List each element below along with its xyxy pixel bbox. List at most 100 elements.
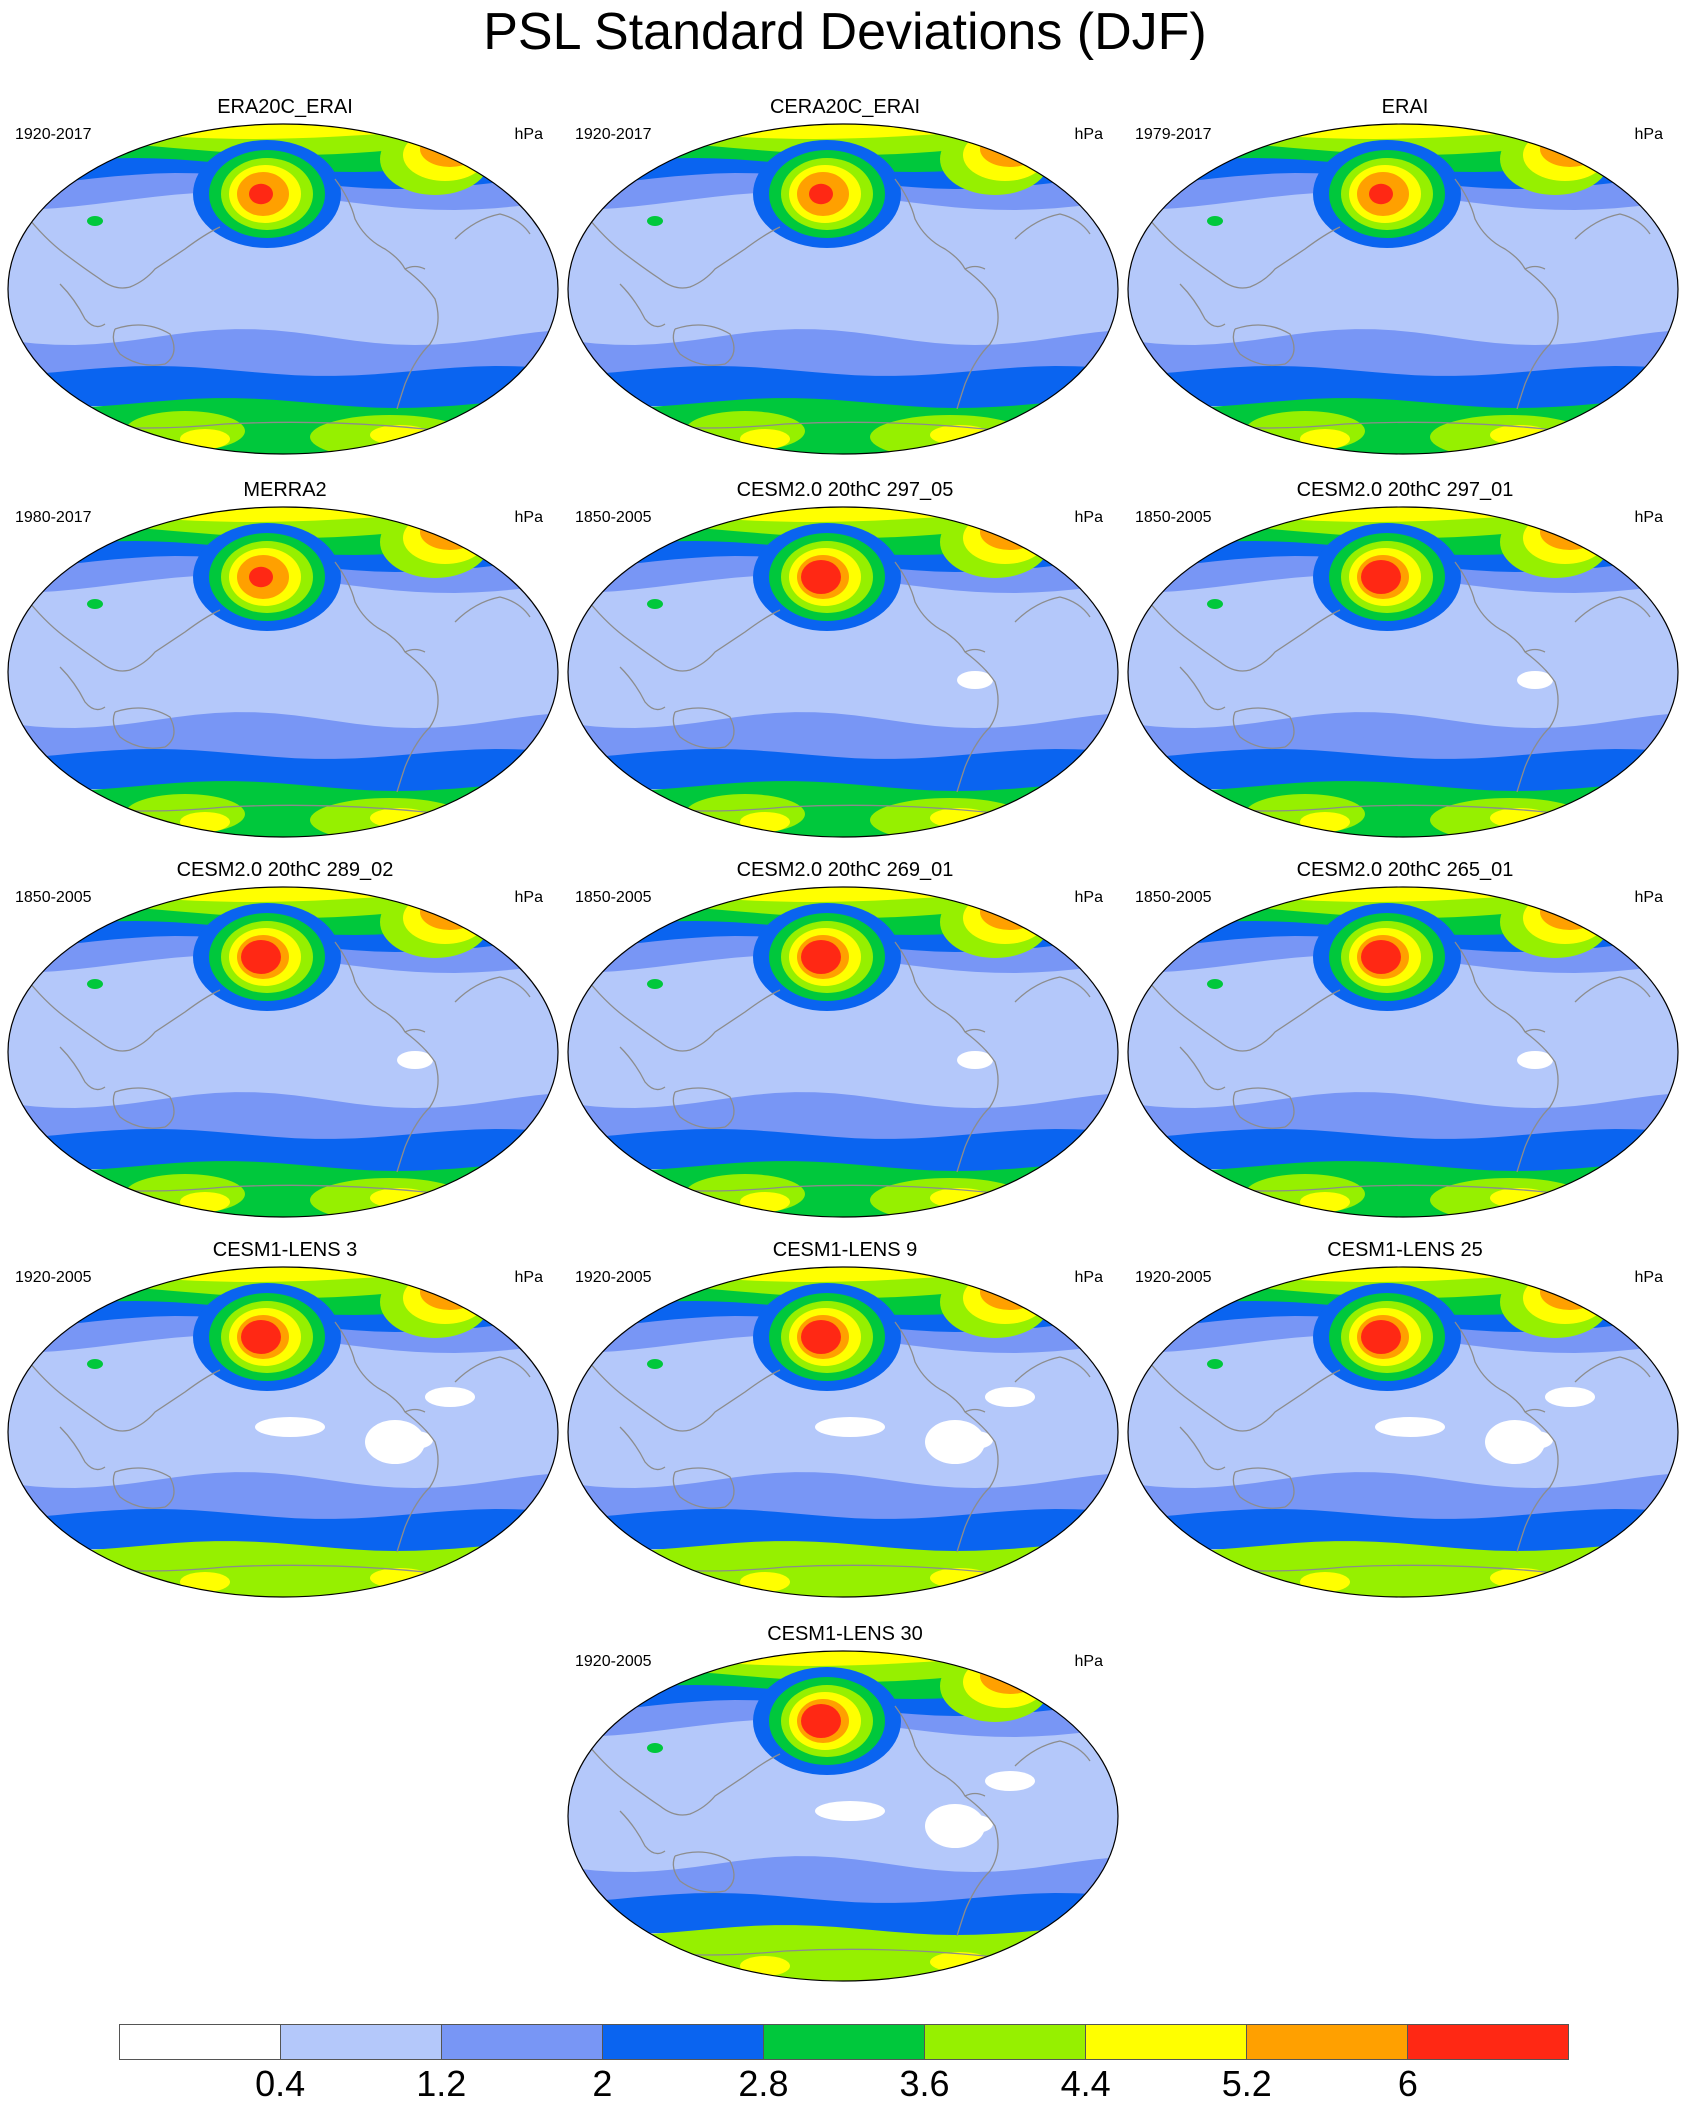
panel-title: CERA20C_ERAI [769,96,921,118]
coastline [334,178,439,410]
coastline [334,1321,439,1553]
tropical-minimum [957,671,993,689]
coastline [454,213,531,240]
contour-fill [8,887,558,1217]
panel-period: 1980-2017 [15,509,92,526]
coastline [454,976,531,1003]
northern-band-yellow [568,1267,1118,1282]
coastline [112,1467,175,1509]
coastline [894,178,999,410]
antarctic-band [568,1541,1118,1597]
coastline [1014,1356,1091,1383]
coastline [1454,1321,1559,1553]
antarctic-core [740,1572,790,1592]
tibet-spot [87,979,103,989]
map-plot [1127,886,1679,1218]
map-border [1127,123,1679,455]
aleutian-red [249,566,273,588]
tibet-spot [87,599,103,609]
coastline [112,1087,175,1129]
map-panel: CESM1-LENS 3 1920-2005 hPa [5,1238,565,1608]
north-west-core [568,507,705,538]
coastline [1524,1028,1546,1033]
colorbar-box [1247,2025,1408,2059]
coastline [619,1426,666,1471]
panel-period: 1850-2005 [575,889,652,906]
colorbar-label: 2 [592,2063,613,2104]
map-plot [7,506,559,838]
coastline [454,596,531,623]
contour-fill [8,124,558,454]
antarctic-band [1128,781,1678,837]
contour-fill [568,507,1118,837]
panel-title: CESM2.0 20thC 269_01 [736,859,954,881]
panel-period: 1850-2005 [1135,509,1212,526]
north-west-core [1128,124,1265,155]
coastline [1454,178,1559,410]
north-west-peak [1140,887,1250,904]
aleutian-red [1361,1320,1401,1354]
north-west-core [568,1267,705,1298]
antarctic-core [740,429,790,449]
north-west-core [568,887,705,918]
antarctic-band [8,1541,558,1597]
panel-title: CESM1-LENS 9 [772,1239,918,1261]
panel-units: hPa [1634,889,1663,906]
panel-units: hPa [1634,1269,1663,1286]
antarctic-band [568,398,1118,454]
coastline [404,1408,426,1413]
map-plot [7,123,559,455]
aleutian-red [801,1704,841,1738]
coastline [1014,976,1091,1003]
colorbar-label: 1.2 [416,2063,467,2104]
antarctic-band [1128,1541,1678,1597]
antarctic-core [740,1192,790,1212]
map-panel: CESM2.0 20thC 289_02 1850-2005 hPa [5,858,565,1228]
northern-band-yellow [568,887,1118,902]
north-west-peak [580,1651,690,1668]
map-panel: CESM1-LENS 25 1920-2005 hPa [1125,1238,1685,1608]
panel-title: CESM1-LENS 3 [212,1239,358,1261]
panel-period: 1979-2017 [1135,126,1212,143]
colorbar-box [442,2025,603,2059]
coastline [59,1046,106,1091]
coastline [894,1321,999,1553]
contour-fill [568,124,1118,454]
coastline [584,1356,781,1432]
tibet-spot [1207,599,1223,609]
north-east-peak [1559,896,1591,916]
panel-title: ERA20C_ERAI [217,96,353,118]
coastline [1014,596,1091,623]
colorbar-box [603,2025,764,2059]
tibet-spot [1207,216,1223,226]
tropical-minimum [365,1420,425,1464]
north-west-peak [20,887,130,904]
coastline [964,265,986,270]
antarctic-core [180,1192,230,1212]
coastline [964,1408,986,1413]
map-panel: MERRA2 1980-2017 hPa [5,478,565,848]
coastline [894,1705,999,1937]
map-plot [1127,1266,1679,1598]
contour-fill [568,1651,1118,1981]
map-plot [567,123,1119,455]
coastline [584,213,781,289]
coastline [1574,213,1651,240]
coastline [964,1028,986,1033]
north-east-peak [999,896,1031,916]
coastline [1232,1087,1295,1129]
tropical-minimum [985,1771,1035,1791]
panel-period: 1920-2005 [1135,1269,1212,1286]
aleutian-red [241,940,281,974]
contour-fill [8,507,558,837]
panel-title: CESM1-LENS 30 [767,1623,923,1645]
panel-title: CESM2.0 20thC 297_01 [1296,479,1514,501]
colorbar-label: 0.4 [255,2063,306,2104]
antarctic-core [180,812,230,832]
northern-band-yellow [8,507,558,522]
coastline [404,648,426,653]
panel-period: 1850-2005 [1135,889,1212,906]
map-border [567,506,1119,838]
map-plot [7,1266,559,1598]
panel-units: hPa [514,509,543,526]
